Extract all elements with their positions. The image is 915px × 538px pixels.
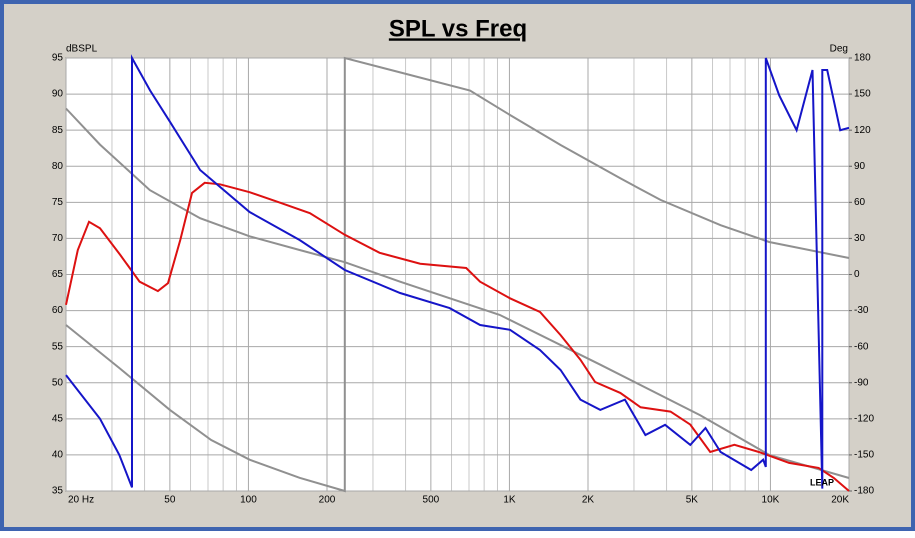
- y-tick-label: 65: [52, 269, 64, 280]
- chart-title: SPL vs Freq: [389, 15, 527, 42]
- y-axis-label: dBSPL: [66, 44, 98, 55]
- y-tick-label: 50: [52, 377, 64, 388]
- y2-tick-label: -60: [854, 341, 869, 352]
- y2-tick-label: -120: [854, 413, 874, 424]
- x-tick-label: 500: [423, 495, 440, 506]
- y-tick-label: 45: [52, 413, 64, 424]
- y2-tick-label: 0: [854, 269, 860, 280]
- x-tick-label: 20K: [831, 495, 849, 506]
- x-tick-label: 10K: [762, 495, 780, 506]
- x-tick-label: 1K: [503, 495, 516, 506]
- x-tick-label: 50: [164, 495, 176, 506]
- y-tick-label: 85: [52, 125, 64, 136]
- y2-tick-label: 60: [854, 197, 866, 208]
- y2-tick-label: 30: [854, 233, 866, 244]
- y-tick-label: 40: [52, 450, 64, 461]
- y-tick-label: 70: [52, 233, 64, 244]
- y-tick-label: 75: [52, 197, 64, 208]
- x-tick-label: 2K: [582, 495, 595, 506]
- y-tick-label: 55: [52, 341, 64, 352]
- y2-tick-label: -150: [854, 450, 874, 461]
- y-tick-label: 90: [52, 89, 64, 100]
- x-tick-label: 200: [319, 495, 336, 506]
- data-line: [65, 56, 850, 493]
- y-tick-label: 95: [52, 53, 64, 64]
- data-line: [65, 54, 850, 489]
- x-tick-label: 5K: [686, 495, 699, 506]
- y-tick-label: 35: [52, 486, 64, 497]
- logo: LEAP: [810, 477, 834, 487]
- y2-tick-label: 180: [854, 53, 871, 64]
- x-tick-label: 20 Hz: [68, 495, 94, 506]
- x-tick-label: 100: [240, 495, 257, 506]
- y2-tick-label: 150: [854, 89, 871, 100]
- y2-tick-label: 120: [854, 125, 871, 136]
- y2-tick-label: -180: [854, 486, 874, 497]
- data-line: [65, 181, 850, 492]
- y-tick-label: 60: [52, 305, 64, 316]
- y2-axis-label: Deg: [830, 44, 848, 55]
- y2-tick-label: -90: [854, 377, 869, 388]
- y2-tick-label: -30: [854, 305, 869, 316]
- y-tick-label: 80: [52, 161, 64, 172]
- y2-tick-label: 90: [854, 161, 866, 172]
